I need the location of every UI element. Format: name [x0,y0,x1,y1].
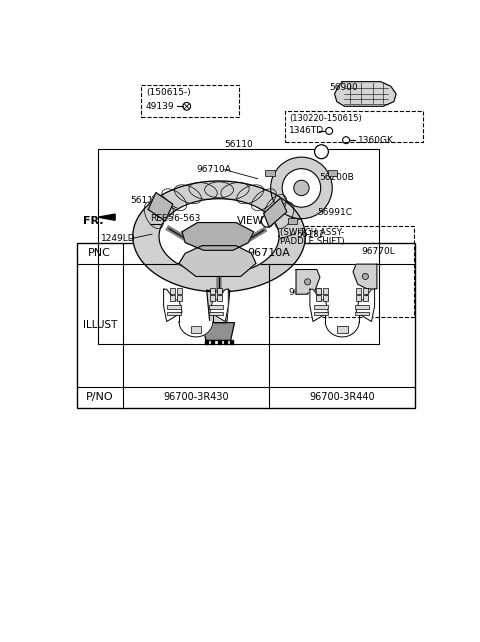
Bar [170,288,175,294]
Polygon shape [148,193,173,221]
Bar [177,295,182,300]
Polygon shape [159,199,279,274]
Bar [217,288,222,294]
Circle shape [271,157,332,219]
Polygon shape [202,323,234,340]
Text: P/NO: P/NO [86,392,113,403]
Bar [217,340,221,344]
Bar [210,288,215,294]
Polygon shape [179,322,213,337]
Circle shape [304,279,311,285]
Polygon shape [296,270,320,294]
Bar [177,288,182,294]
Bar [316,295,322,300]
Polygon shape [207,290,230,323]
Bar [316,288,322,294]
Bar [191,326,201,333]
Bar [224,340,227,344]
Bar [217,295,222,300]
Polygon shape [310,289,328,322]
Text: A: A [317,147,325,157]
Text: 56900: 56900 [329,83,358,92]
Polygon shape [335,82,396,107]
Bar [168,306,181,309]
Polygon shape [98,214,115,220]
Circle shape [314,145,328,159]
Text: 96710A: 96710A [248,248,290,258]
Text: 96700-3R430: 96700-3R430 [163,392,229,403]
Text: 1249LD: 1249LD [101,234,136,243]
Text: 56110: 56110 [224,139,252,148]
Bar [355,311,369,315]
Text: FR.: FR. [83,216,103,226]
Bar [314,311,328,315]
Circle shape [262,215,274,227]
Bar [205,340,208,344]
Bar [355,306,369,309]
Text: VIEW: VIEW [237,216,264,226]
Text: 56111D: 56111D [131,196,166,205]
Bar [363,288,369,294]
Bar [363,295,369,300]
Bar [170,295,175,300]
Circle shape [282,169,321,207]
Polygon shape [182,223,254,250]
Bar [314,306,328,309]
Text: (SWITCH ASSY-: (SWITCH ASSY- [280,228,344,237]
Polygon shape [210,289,228,322]
Text: PADDLE SHIFT): PADDLE SHIFT) [280,238,345,247]
Polygon shape [325,322,359,337]
Bar [209,306,223,309]
Text: 1346TD: 1346TD [289,126,324,135]
Text: (150615-): (150615-) [146,88,191,97]
Bar [337,326,348,333]
Text: PNC: PNC [88,248,111,258]
Polygon shape [353,264,377,289]
Text: 56200B: 56200B [319,173,354,182]
Circle shape [294,180,309,196]
Bar [168,311,181,315]
Bar [77,243,415,408]
Text: 49139: 49139 [146,102,175,111]
Bar [356,295,361,300]
Bar [98,150,379,344]
Bar [265,170,275,177]
Bar [288,218,297,225]
Polygon shape [264,198,287,227]
Text: 96700-3R440: 96700-3R440 [310,392,375,403]
Bar [323,295,328,300]
Bar [141,85,239,117]
Text: ILLUST: ILLUST [83,320,117,331]
Text: (130220-150615): (130220-150615) [289,114,362,123]
Text: 96770L: 96770L [361,247,395,256]
Circle shape [362,273,369,279]
Bar [209,311,223,315]
Bar [269,227,414,317]
Text: REF.56-563: REF.56-563 [150,214,200,223]
Text: 1360GK: 1360GK [358,135,394,144]
Text: A: A [264,216,272,226]
Bar [210,295,215,300]
Polygon shape [356,289,374,322]
Polygon shape [179,246,256,277]
Text: 56182: 56182 [296,230,324,239]
Bar [323,288,328,294]
Bar [211,340,215,344]
Text: 96770R: 96770R [288,288,324,297]
Bar [328,170,337,177]
Polygon shape [164,289,182,322]
Bar [356,288,361,294]
Text: 96710A: 96710A [196,165,231,174]
Text: 56991C: 56991C [317,208,352,217]
Bar [285,111,423,142]
Bar [230,340,233,344]
Polygon shape [133,181,305,292]
